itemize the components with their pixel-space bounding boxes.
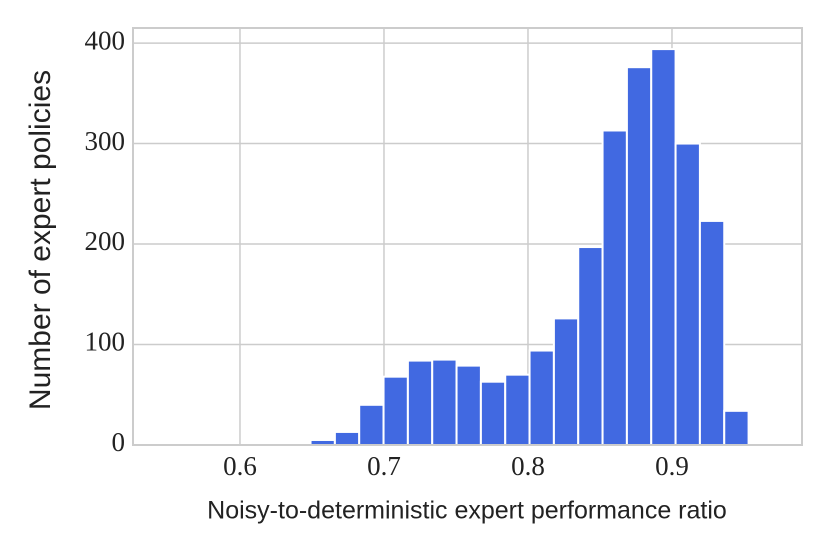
y-tick-label: 300 — [85, 126, 126, 156]
y-tick-label: 0 — [112, 427, 126, 457]
y-tick-label: 400 — [85, 25, 126, 55]
x-tick-label: 0.9 — [655, 451, 689, 481]
bar — [698, 219, 726, 446]
bar — [723, 409, 750, 447]
bar — [333, 430, 361, 446]
plot-frame — [132, 27, 803, 446]
x-tick-label: 0.7 — [367, 451, 401, 481]
bar — [528, 349, 555, 447]
bar — [382, 375, 409, 447]
bar — [479, 380, 507, 446]
bar — [552, 317, 580, 446]
bar — [625, 66, 653, 446]
bar — [650, 48, 677, 447]
y-tick-label: 200 — [85, 226, 126, 256]
bar — [601, 129, 628, 446]
bar — [504, 373, 531, 447]
bar — [674, 142, 701, 446]
bar — [358, 403, 385, 446]
x-tick-label: 0.8 — [511, 451, 545, 481]
bar — [431, 358, 458, 446]
x-tick-label: 0.6 — [223, 451, 257, 481]
bar — [406, 359, 434, 446]
y-tick-label: 100 — [85, 327, 126, 357]
x-axis-label: Noisy-to-deterministic expert performanc… — [207, 497, 727, 525]
bar — [455, 364, 482, 446]
bar — [577, 246, 604, 446]
y-axis-label: Number of expert policies — [24, 70, 57, 410]
